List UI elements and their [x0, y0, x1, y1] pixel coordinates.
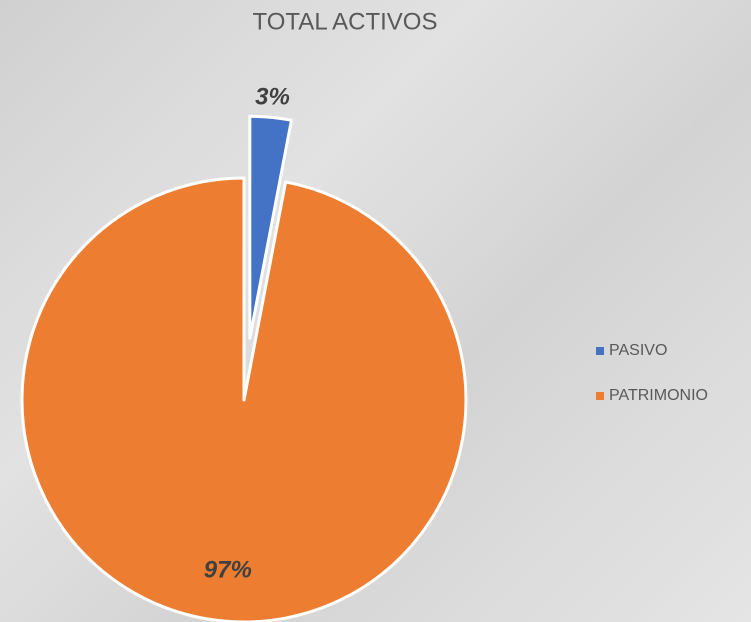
data-label: 97%	[204, 557, 252, 584]
legend-label: PATRIMONIO	[609, 387, 708, 404]
chart-title: TOTAL ACTIVOS	[253, 8, 438, 35]
legend-swatch	[596, 392, 604, 400]
data-label: 3%	[255, 84, 290, 111]
pie-slice	[248, 114, 293, 340]
pie-slice	[20, 176, 468, 622]
legend-label: PASIVO	[609, 342, 667, 359]
legend-swatch	[596, 347, 604, 355]
